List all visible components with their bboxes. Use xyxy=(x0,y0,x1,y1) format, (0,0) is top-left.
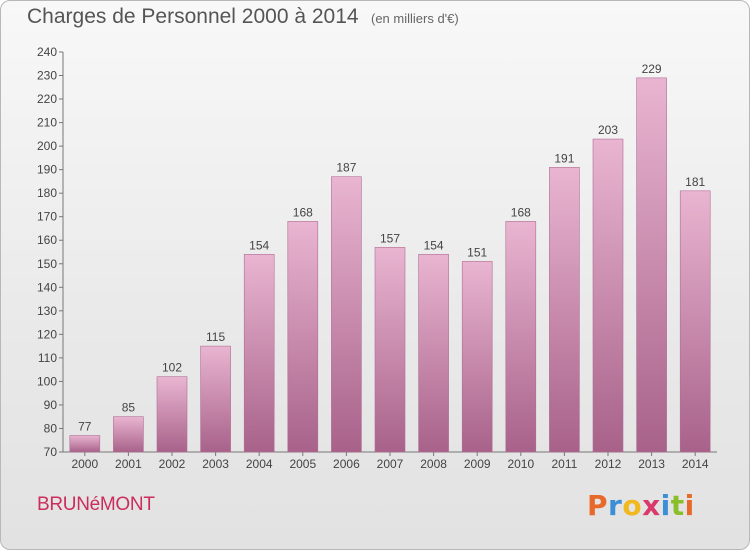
commune-name: BRUNéMONT xyxy=(37,494,155,515)
y-tick-label: 210 xyxy=(37,116,57,130)
logo-letter: i xyxy=(660,489,671,522)
bar-2011 xyxy=(549,166,580,453)
y-tick-label: 90 xyxy=(44,398,58,412)
y-tick-label: 110 xyxy=(38,351,57,365)
bar-2014 xyxy=(679,190,711,453)
bar-value-label: 151 xyxy=(467,245,487,259)
x-tick-label: 2005 xyxy=(289,457,316,471)
bar-value-label: 168 xyxy=(293,205,313,219)
bar-value-label: 168 xyxy=(511,205,531,219)
y-tick-label: 160 xyxy=(37,233,57,247)
bar-value-label: 102 xyxy=(162,361,182,375)
bar-value-label: 187 xyxy=(336,161,356,175)
bar-2004 xyxy=(243,254,275,453)
bar-value-label: 85 xyxy=(122,401,136,415)
bar-2005 xyxy=(287,221,319,453)
bar-2013 xyxy=(636,77,667,453)
logo-letter: t xyxy=(670,489,685,522)
bar-value-label: 115 xyxy=(206,330,225,344)
y-tick-label: 230 xyxy=(37,69,57,83)
y-tick-label: 170 xyxy=(37,210,57,224)
x-tick-label: 2011 xyxy=(551,457,577,471)
bar-value-label: 77 xyxy=(78,420,92,434)
y-tick-label: 70 xyxy=(44,445,58,459)
x-tick-label: 2007 xyxy=(377,457,404,471)
y-tick-label: 240 xyxy=(37,45,57,59)
x-tick-label: 2000 xyxy=(71,457,98,471)
x-tick-label: 2001 xyxy=(115,457,142,471)
x-tick-label: 2009 xyxy=(464,457,491,471)
x-tick-label: 2002 xyxy=(159,457,186,471)
bar-2010 xyxy=(505,221,537,453)
bar-value-label: 191 xyxy=(554,151,574,165)
x-tick-label: 2003 xyxy=(202,457,229,471)
bar-2009 xyxy=(461,261,493,453)
brand-logo[interactable]: Proxiti xyxy=(587,489,695,522)
bar-2003 xyxy=(200,345,231,453)
y-tick-label: 180 xyxy=(37,186,57,200)
bar-value-label: 157 xyxy=(380,231,400,245)
x-tick-label: 2008 xyxy=(420,457,447,471)
chart-subtitle: (en milliers d'€) xyxy=(371,11,459,26)
y-tick-label: 130 xyxy=(37,304,57,318)
y-tick-label: 190 xyxy=(37,163,57,177)
y-tick-label: 80 xyxy=(44,421,58,435)
bar-2008 xyxy=(418,254,449,453)
bar-2006 xyxy=(331,176,362,453)
bar-2012 xyxy=(592,138,624,453)
bar-2000 xyxy=(69,435,101,453)
bar-value-label: 229 xyxy=(642,62,662,76)
logo-letter: x xyxy=(642,489,661,522)
y-tick-label: 140 xyxy=(37,280,57,294)
x-tick-label: 2012 xyxy=(595,457,622,471)
chart-title: Charges de Personnel 2000 à 2014 xyxy=(27,5,359,28)
bar-2007 xyxy=(374,246,406,453)
logo-letter: o xyxy=(622,489,643,522)
x-tick-label: 2013 xyxy=(638,457,665,471)
x-tick-label: 2006 xyxy=(333,457,360,471)
bar-2001 xyxy=(113,416,144,453)
x-tick-label: 2004 xyxy=(246,457,273,471)
logo-letter: i xyxy=(684,489,695,522)
x-tick-label: 2010 xyxy=(507,457,534,471)
bars-layer xyxy=(69,77,711,453)
logo-letter: r xyxy=(608,489,623,522)
y-tick-label: 220 xyxy=(37,92,57,106)
bar-value-label: 203 xyxy=(598,123,618,137)
logo-letter: P xyxy=(587,489,609,522)
y-tick-label: 200 xyxy=(37,139,57,153)
bar-value-label: 181 xyxy=(685,175,705,189)
bar-value-label: 154 xyxy=(249,238,269,252)
y-tick-label: 120 xyxy=(37,327,57,341)
bar-value-label: 154 xyxy=(424,238,444,252)
y-tick-label: 150 xyxy=(37,257,57,271)
x-tick-label: 2014 xyxy=(682,457,709,471)
y-tick-label: 100 xyxy=(37,374,57,388)
labels-layer: 77 2000 85 2001 102 2002 115 2003 154 2004 168 2005… xyxy=(71,62,708,471)
bar-2002 xyxy=(156,376,188,453)
